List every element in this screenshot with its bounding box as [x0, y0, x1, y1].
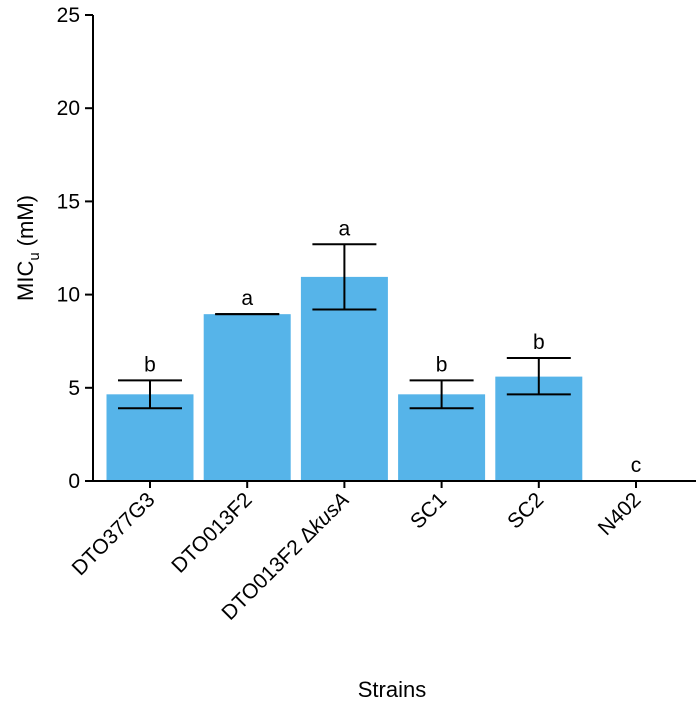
- bar: [203, 314, 291, 481]
- significance-label: a: [241, 287, 253, 310]
- bar: [300, 276, 388, 481]
- x-tick-label-text: SC1: [406, 488, 451, 533]
- x-tick-label: N402: [594, 488, 646, 540]
- x-tick-label-text: SC2: [503, 488, 548, 533]
- y-tick-label: 15: [57, 190, 80, 213]
- x-tick-label-text: DTO377G3: [68, 488, 160, 580]
- x-tick-label-text: DTO013F2: [167, 488, 256, 577]
- significance-label: b: [144, 353, 156, 376]
- significance-label: b: [436, 353, 448, 376]
- y-tick-label: 20: [57, 97, 80, 120]
- y-tick-label: 10: [57, 284, 80, 307]
- x-tick-label: DTO377G3: [68, 488, 160, 580]
- y-tick-label: 25: [57, 4, 80, 27]
- significance-label: b: [533, 331, 545, 354]
- significance-label: a: [339, 217, 351, 240]
- error-bars-layer: [118, 243, 571, 410]
- y-axis-title-main: MIC: [13, 261, 38, 301]
- y-axis-title-subscript: u: [26, 252, 43, 260]
- y-axis-title-unit: (mM): [13, 195, 38, 246]
- x-tick-label-text: N402: [594, 488, 646, 540]
- x-tick-label: SC1: [406, 488, 451, 533]
- significance-label: c: [631, 454, 642, 477]
- y-tick-label: 0: [68, 470, 80, 493]
- y-tick-label: 5: [68, 377, 80, 400]
- x-tick-label: SC2: [503, 488, 548, 533]
- y-axis: 0 5 10 15 20 25: [57, 4, 94, 493]
- x-axis-title: Strains: [358, 677, 426, 702]
- x-tick-label: DTO013F2: [167, 488, 256, 577]
- x-tick-label-text: DTO013F2 Δ: [217, 521, 320, 624]
- significance-labels-layer: b a a b b c: [144, 217, 641, 477]
- y-axis-title: MICu (mM): [13, 195, 43, 301]
